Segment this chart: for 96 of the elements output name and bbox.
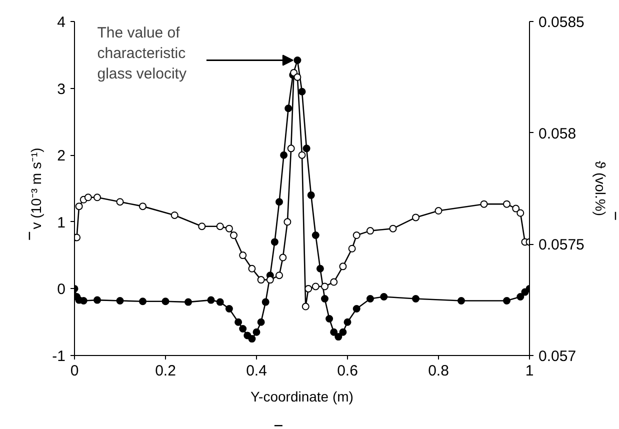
x-axis-title: Y-coordinate (m): [250, 388, 354, 404]
x-tick-label: 0: [70, 362, 79, 380]
point: [312, 282, 320, 290]
point: [298, 151, 306, 159]
point: [266, 276, 274, 284]
point: [162, 298, 170, 306]
x-tick-label: 0.4: [246, 362, 267, 380]
point: [348, 244, 356, 252]
point: [294, 56, 302, 64]
point: [239, 325, 247, 333]
point: [262, 298, 270, 306]
point: [257, 276, 265, 284]
point: [339, 328, 347, 336]
point: [294, 73, 302, 81]
point: [302, 144, 310, 152]
point: [321, 282, 328, 290]
point: [326, 315, 334, 323]
point: [239, 252, 247, 260]
point: [225, 304, 233, 312]
point: [276, 272, 283, 280]
point: [139, 298, 146, 306]
point: [380, 292, 388, 300]
point: [284, 104, 292, 112]
point: [207, 296, 215, 304]
point: [366, 227, 374, 235]
point: [298, 88, 306, 96]
point: [84, 194, 92, 202]
point: [389, 224, 397, 232]
point: [248, 264, 256, 272]
point: [279, 254, 287, 262]
y2-tick-label: 0.058: [538, 125, 576, 142]
point: [257, 318, 265, 326]
x-tick-label: 0.2: [155, 362, 176, 380]
point: [116, 296, 124, 304]
point: [330, 328, 338, 336]
point: [80, 296, 88, 304]
point: [412, 214, 420, 222]
point: [116, 198, 124, 206]
point: [330, 278, 338, 286]
x-tick-label: 1: [525, 362, 534, 380]
point: [516, 209, 524, 217]
y-tick-label: 1: [57, 214, 66, 232]
point: [304, 284, 312, 292]
point: [280, 151, 288, 159]
point: [216, 298, 224, 306]
point: [516, 292, 524, 300]
point: [287, 144, 295, 152]
point: [302, 302, 310, 310]
y-tick-label: 0: [57, 281, 66, 298]
point: [480, 200, 488, 208]
point: [75, 202, 83, 210]
point: [252, 328, 260, 336]
point: [352, 304, 360, 312]
point: [270, 238, 278, 246]
point: [284, 218, 292, 226]
point: [94, 194, 101, 202]
y-tick-label: 2: [57, 148, 66, 165]
point: [198, 222, 206, 230]
point: [170, 211, 178, 219]
point: [352, 232, 360, 240]
x-tick-label: 0.6: [337, 362, 358, 380]
point: [290, 68, 298, 76]
point: [344, 318, 352, 326]
point: [248, 335, 256, 343]
point: [334, 333, 342, 341]
y2-axis-title: ϑ (vol.%): [592, 160, 608, 216]
point: [316, 264, 324, 272]
point: [139, 202, 146, 210]
point: [74, 234, 81, 242]
point: [366, 294, 374, 302]
point: [234, 318, 242, 326]
x-tick-label: 0.8: [428, 362, 449, 380]
y-tick-label: 4: [57, 14, 66, 31]
point: [225, 224, 233, 232]
point: [184, 298, 192, 306]
point: [276, 198, 283, 206]
point: [434, 207, 442, 215]
point: [307, 191, 315, 199]
point: [321, 294, 328, 302]
point: [503, 200, 510, 208]
y-axis-title: v (10⁻³ m s⁻¹): [28, 148, 44, 230]
point: [339, 262, 347, 270]
point: [458, 296, 465, 304]
y2-tick-label: 0.0585: [538, 14, 584, 31]
y-tick-label: 3: [57, 80, 66, 98]
y2-tick-label: 0.057: [538, 348, 576, 365]
point: [412, 294, 420, 302]
point: [503, 296, 510, 304]
y2-tick-label: 0.0575: [538, 236, 584, 254]
point: [230, 232, 238, 240]
annotation: The value of characteristic glass velocity: [97, 24, 187, 82]
point: [512, 204, 520, 212]
point: [94, 296, 101, 304]
point: [312, 232, 320, 240]
y-tick-label: -1: [52, 348, 66, 365]
point: [216, 222, 224, 230]
